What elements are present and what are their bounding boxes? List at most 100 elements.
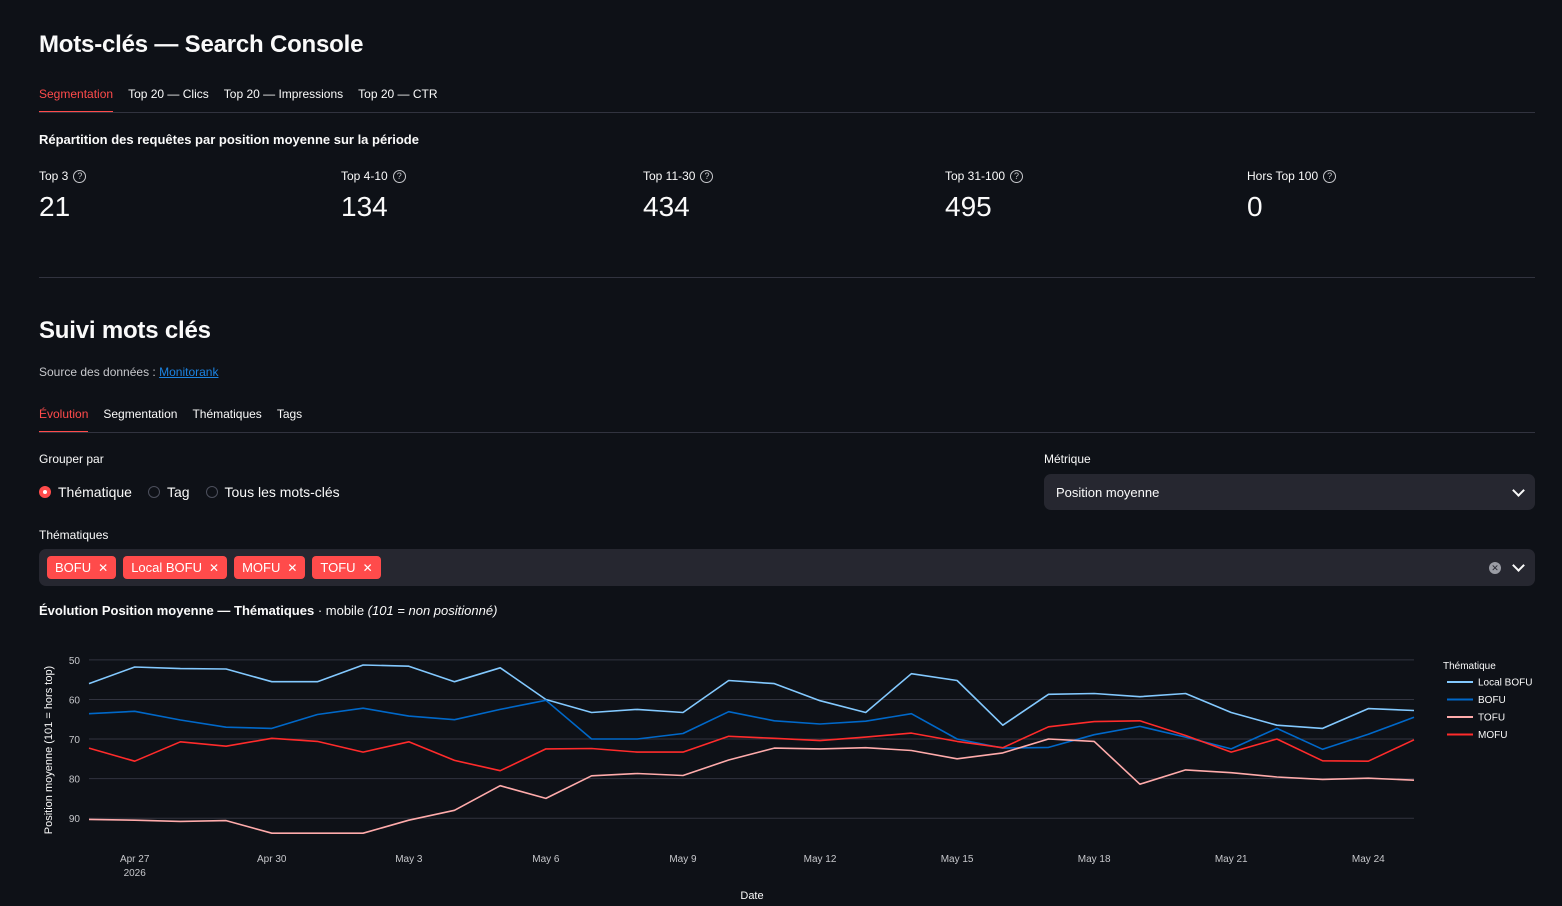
metric-top31-100: Top 31-100? 495 (945, 169, 1024, 223)
chip-bofu: BOFU ✕ (47, 556, 117, 579)
radio-dot (205, 486, 218, 498)
metric-hors-top100: Hors Top 100? 0 (1247, 169, 1337, 223)
help-icon[interactable]: ? (73, 169, 87, 183)
series-line-mofu (88, 720, 1415, 772)
legend-entry: MOFU (1478, 730, 1507, 741)
metric-label: Hors Top 100 (1247, 169, 1319, 183)
x-tick-label: May 3 (395, 854, 423, 865)
gsc-tab-bar: Segmentation Top 20 — Clics Top 20 — Imp… (39, 87, 438, 113)
thematiques-multiselect[interactable]: BOFU ✕ Local BOFU ✕ MOFU ✕ TOFU ✕ ✕ (39, 549, 1535, 586)
thematiques-label: Thématiques (39, 528, 109, 542)
series-line-bofu (88, 699, 1415, 751)
x-tick-label: Apr 27 (120, 854, 150, 865)
group-by-radio-group: Thématique Tag Tous les mots-clés (39, 484, 340, 500)
x-tick-label: Apr 30 (257, 854, 287, 865)
legend-entry: Local BOFU (1478, 678, 1532, 689)
series-line-local-bofu (88, 664, 1415, 730)
chart-heading-normal: · mobile (314, 603, 368, 618)
tab-top20-impressions[interactable]: Top 20 — Impressions (223, 87, 344, 101)
x-tick-label: May 15 (941, 854, 974, 865)
chip-tofu: TOFU ✕ (312, 556, 381, 579)
tab-top20-clics[interactable]: Top 20 — Clics (128, 87, 209, 101)
metric-top11-30: Top 11-30? 434 (643, 169, 714, 223)
x-tick-label: May 18 (1078, 854, 1111, 865)
y-tick-label: 50 (69, 656, 81, 667)
tab-segmentation[interactable]: Segmentation (39, 87, 114, 113)
x-axis-title: Date (740, 890, 763, 902)
chart-heading: Évolution Position moyenne — Thématiques… (39, 603, 497, 618)
monitorank-link[interactable]: Monitorank (159, 365, 219, 379)
legend-entry: TOFU (1478, 713, 1505, 724)
legend-entry: BOFU (1478, 695, 1506, 706)
radio-dot (147, 486, 160, 498)
chip-label: BOFU (55, 560, 92, 575)
y-tick-label: 60 (69, 695, 81, 706)
chip-label: MOFU (242, 560, 281, 575)
radio-dot (39, 486, 51, 498)
x-tick-label: May 9 (669, 854, 697, 865)
suivi-tab-bar: Évolution Segmentation Thématiques Tags (39, 407, 302, 433)
legend-title: Thématique (1443, 661, 1496, 672)
tab-top20-ctr[interactable]: Top 20 — CTR (358, 87, 438, 101)
metric-select-value: Position moyenne (1056, 484, 1160, 500)
radio-thematique[interactable]: Thématique (39, 484, 132, 500)
remove-chip-icon[interactable]: ✕ (98, 560, 109, 575)
chevron-down-icon[interactable] (1512, 559, 1525, 572)
page-title: Mots-clés — Search Console (39, 31, 364, 58)
x-tick-sublabel: 2026 (124, 868, 147, 879)
tab-divider (39, 112, 1535, 113)
chart-heading-italic: (101 = non positionné) (367, 603, 498, 618)
suivi-tab-divider (39, 432, 1535, 433)
remove-chip-icon[interactable]: ✕ (209, 560, 220, 575)
chart-heading-bold: Évolution Position moyenne — Thématiques (39, 603, 315, 618)
metric-label: Top 11-30 (643, 169, 696, 183)
chip-label: Local BOFU (131, 560, 202, 575)
metric-label: Top 31-100 (945, 169, 1006, 183)
chevron-down-icon (1512, 483, 1525, 497)
evolution-line-chart: 50 60 70 80 90 Apr 27 2026 Apr 30 May 3 May 6 May … (43, 656, 1532, 902)
metric-label: Top 3 (39, 169, 69, 183)
chip-mofu: MOFU ✕ (234, 556, 306, 579)
metric-label: Top 4-10 (341, 169, 388, 183)
group-by-label: Grouper par (39, 452, 104, 466)
help-icon[interactable]: ? (1010, 169, 1024, 183)
metric-select[interactable]: Position moyenne (1044, 474, 1535, 510)
tab-tags[interactable]: Tags (276, 407, 303, 421)
clear-all-icon[interactable]: ✕ (1489, 561, 1501, 574)
source-prefix: Source des données : (39, 365, 156, 379)
metric-value: 0 (1247, 191, 1263, 222)
y-tick-label: 80 (69, 775, 81, 786)
metric-value: 134 (341, 191, 388, 222)
y-tick-label: 90 (69, 814, 81, 825)
metric-select-label: Métrique (1044, 452, 1091, 466)
radio-label: Thématique (58, 484, 132, 500)
radio-tag[interactable]: Tag (147, 484, 190, 500)
metric-value: 21 (39, 191, 71, 222)
remove-chip-icon[interactable]: ✕ (362, 560, 373, 575)
metric-value: 495 (945, 191, 992, 222)
section-divider (39, 277, 1535, 278)
metric-top3: Top 3? 21 (39, 169, 87, 223)
metric-top4-10: Top 4-10? 134 (341, 169, 406, 223)
tab-thematiques[interactable]: Thématiques (192, 407, 262, 421)
y-tick-label: 70 (69, 735, 81, 746)
x-tick-label: May 21 (1215, 854, 1248, 865)
x-tick-label: May 6 (532, 854, 560, 865)
x-tick-label: May 24 (1352, 854, 1385, 865)
radio-label: Tous les mots-clés (224, 484, 340, 500)
chip-local-bofu: Local BOFU ✕ (123, 556, 228, 579)
repartition-title: Répartition des requêtes par position mo… (39, 132, 419, 147)
tab-evolution[interactable]: Évolution (39, 407, 89, 433)
radio-tous-mots-cles[interactable]: Tous les mots-clés (205, 484, 340, 500)
help-icon[interactable]: ? (392, 169, 406, 183)
radio-label: Tag (166, 484, 190, 500)
remove-chip-icon[interactable]: ✕ (287, 560, 298, 575)
tab-segmentation-suivi[interactable]: Segmentation (103, 407, 178, 421)
chip-label: TOFU (320, 560, 356, 575)
metric-value: 434 (643, 191, 690, 222)
x-tick-label: May 12 (804, 854, 837, 865)
series-line-tofu (88, 738, 1415, 834)
help-icon[interactable]: ? (700, 169, 714, 183)
suivi-title: Suivi mots clés (39, 317, 211, 344)
help-icon[interactable]: ? (1323, 169, 1337, 183)
